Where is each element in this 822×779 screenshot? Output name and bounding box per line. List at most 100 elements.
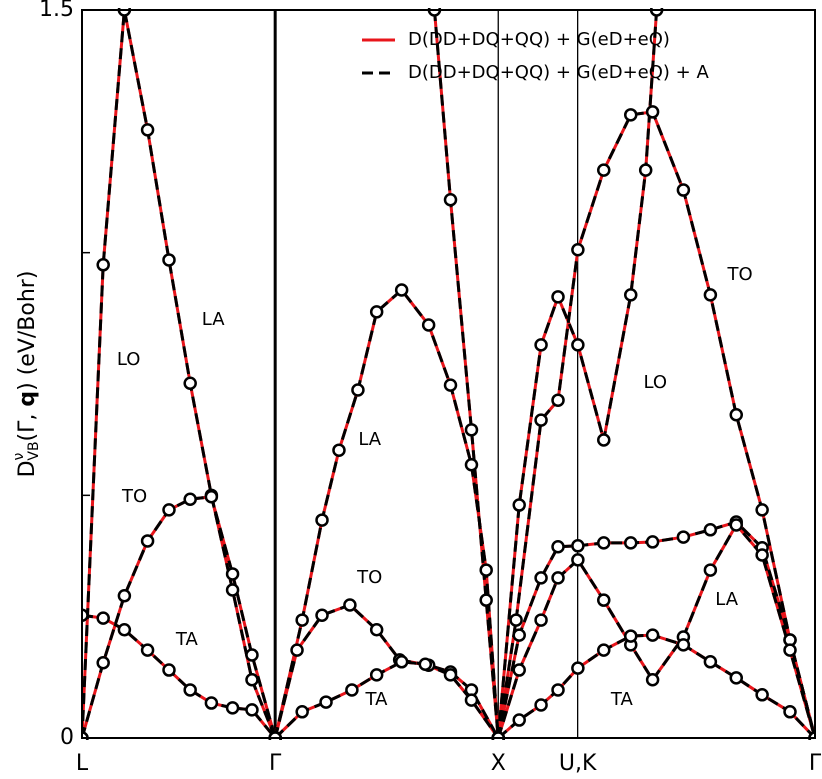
point-marker — [117, 589, 132, 603]
point-marker — [343, 598, 357, 612]
point-marker — [755, 548, 769, 562]
point-marker — [597, 163, 611, 177]
series-line — [432, 9, 500, 739]
y-tick-label: 1.5 — [39, 0, 74, 22]
point-marker — [638, 163, 653, 177]
point-marker — [204, 696, 219, 710]
point-marker — [509, 613, 523, 627]
point-marker — [479, 593, 493, 607]
point-marker — [645, 535, 660, 549]
point-marker — [551, 290, 565, 304]
point-marker — [96, 258, 110, 272]
y-label-bold: q — [15, 391, 40, 407]
point-marker — [512, 713, 526, 727]
point-marker — [551, 571, 565, 585]
point-marker — [512, 498, 526, 512]
point-marker — [755, 688, 769, 702]
point-marker — [295, 613, 309, 627]
point-marker — [783, 705, 797, 719]
point-marker — [551, 683, 565, 697]
point-marker — [140, 534, 155, 548]
point-marker — [443, 668, 458, 682]
series-line — [274, 660, 500, 740]
point-marker — [703, 523, 718, 537]
point-marker — [534, 413, 548, 427]
series-line — [82, 495, 277, 739]
point-marker — [571, 553, 585, 567]
point-marker — [755, 503, 769, 517]
point-marker — [512, 663, 526, 677]
x-tick-label: L — [76, 751, 89, 776]
point-marker — [183, 376, 197, 390]
branch-label: LO — [117, 349, 141, 370]
point-marker — [623, 536, 638, 550]
point-marker — [183, 492, 197, 506]
point-marker — [645, 628, 660, 642]
point-marker — [394, 283, 409, 297]
point-marker — [96, 611, 110, 625]
point-marker — [443, 378, 458, 392]
point-marker — [729, 671, 744, 685]
point-marker — [225, 583, 240, 597]
point-marker — [369, 668, 384, 682]
y-label-pre: (Γ, — [15, 407, 40, 442]
point-marker — [369, 623, 384, 637]
series-line — [497, 633, 816, 740]
point-marker — [464, 423, 479, 437]
y-label-sub: VB — [26, 441, 42, 460]
branch-label: TO — [356, 567, 382, 588]
point-marker — [703, 288, 718, 302]
series-line — [273, 287, 500, 739]
legend-label: D(DD+DQ+QQ) + G(eD+eQ) + A — [408, 62, 709, 83]
point-marker — [162, 663, 176, 677]
point-marker — [345, 683, 359, 697]
branch-label: LA — [358, 429, 381, 450]
point-marker — [645, 105, 660, 119]
y-label-sup: ν — [11, 452, 27, 460]
point-marker — [162, 253, 176, 267]
series-line — [82, 613, 277, 739]
point-marker — [571, 338, 585, 352]
y-tick-label: 0 — [60, 725, 74, 750]
point-marker — [729, 408, 744, 422]
point-marker — [162, 503, 176, 517]
point-marker — [204, 490, 219, 504]
plot-frame — [81, 9, 816, 739]
branch-label: LO — [644, 372, 668, 393]
point-marker — [676, 638, 691, 652]
point-marker — [534, 571, 548, 585]
point-marker — [117, 623, 132, 637]
point-marker — [551, 393, 565, 407]
point-marker — [225, 567, 240, 581]
point-marker — [623, 629, 638, 643]
point-marker — [394, 655, 409, 669]
x-tick-label: X — [491, 751, 506, 776]
point-marker — [421, 318, 436, 332]
point-marker — [351, 383, 365, 397]
point-marker — [245, 648, 259, 662]
point-marker — [140, 123, 155, 137]
point-marker — [571, 539, 585, 553]
branch-label: LA — [202, 309, 225, 330]
branch-label: TO — [726, 264, 752, 285]
point-marker — [623, 108, 638, 122]
point-marker — [295, 705, 309, 719]
point-marker — [315, 513, 329, 527]
branch-label: TA — [610, 689, 634, 710]
point-marker — [597, 433, 611, 447]
point-marker — [96, 656, 110, 670]
point-marker — [369, 305, 384, 319]
point-marker — [140, 643, 155, 657]
point-marker — [534, 338, 548, 352]
point-marker — [464, 693, 479, 707]
point-marker — [571, 243, 585, 257]
point-marker — [703, 655, 718, 669]
point-marker — [729, 518, 744, 532]
point-marker — [534, 613, 548, 627]
series-line — [82, 495, 277, 739]
point-marker — [623, 288, 638, 302]
branch-label: TO — [121, 486, 147, 507]
point-marker — [479, 563, 493, 577]
series-line — [273, 603, 500, 739]
point-marker — [597, 536, 611, 550]
